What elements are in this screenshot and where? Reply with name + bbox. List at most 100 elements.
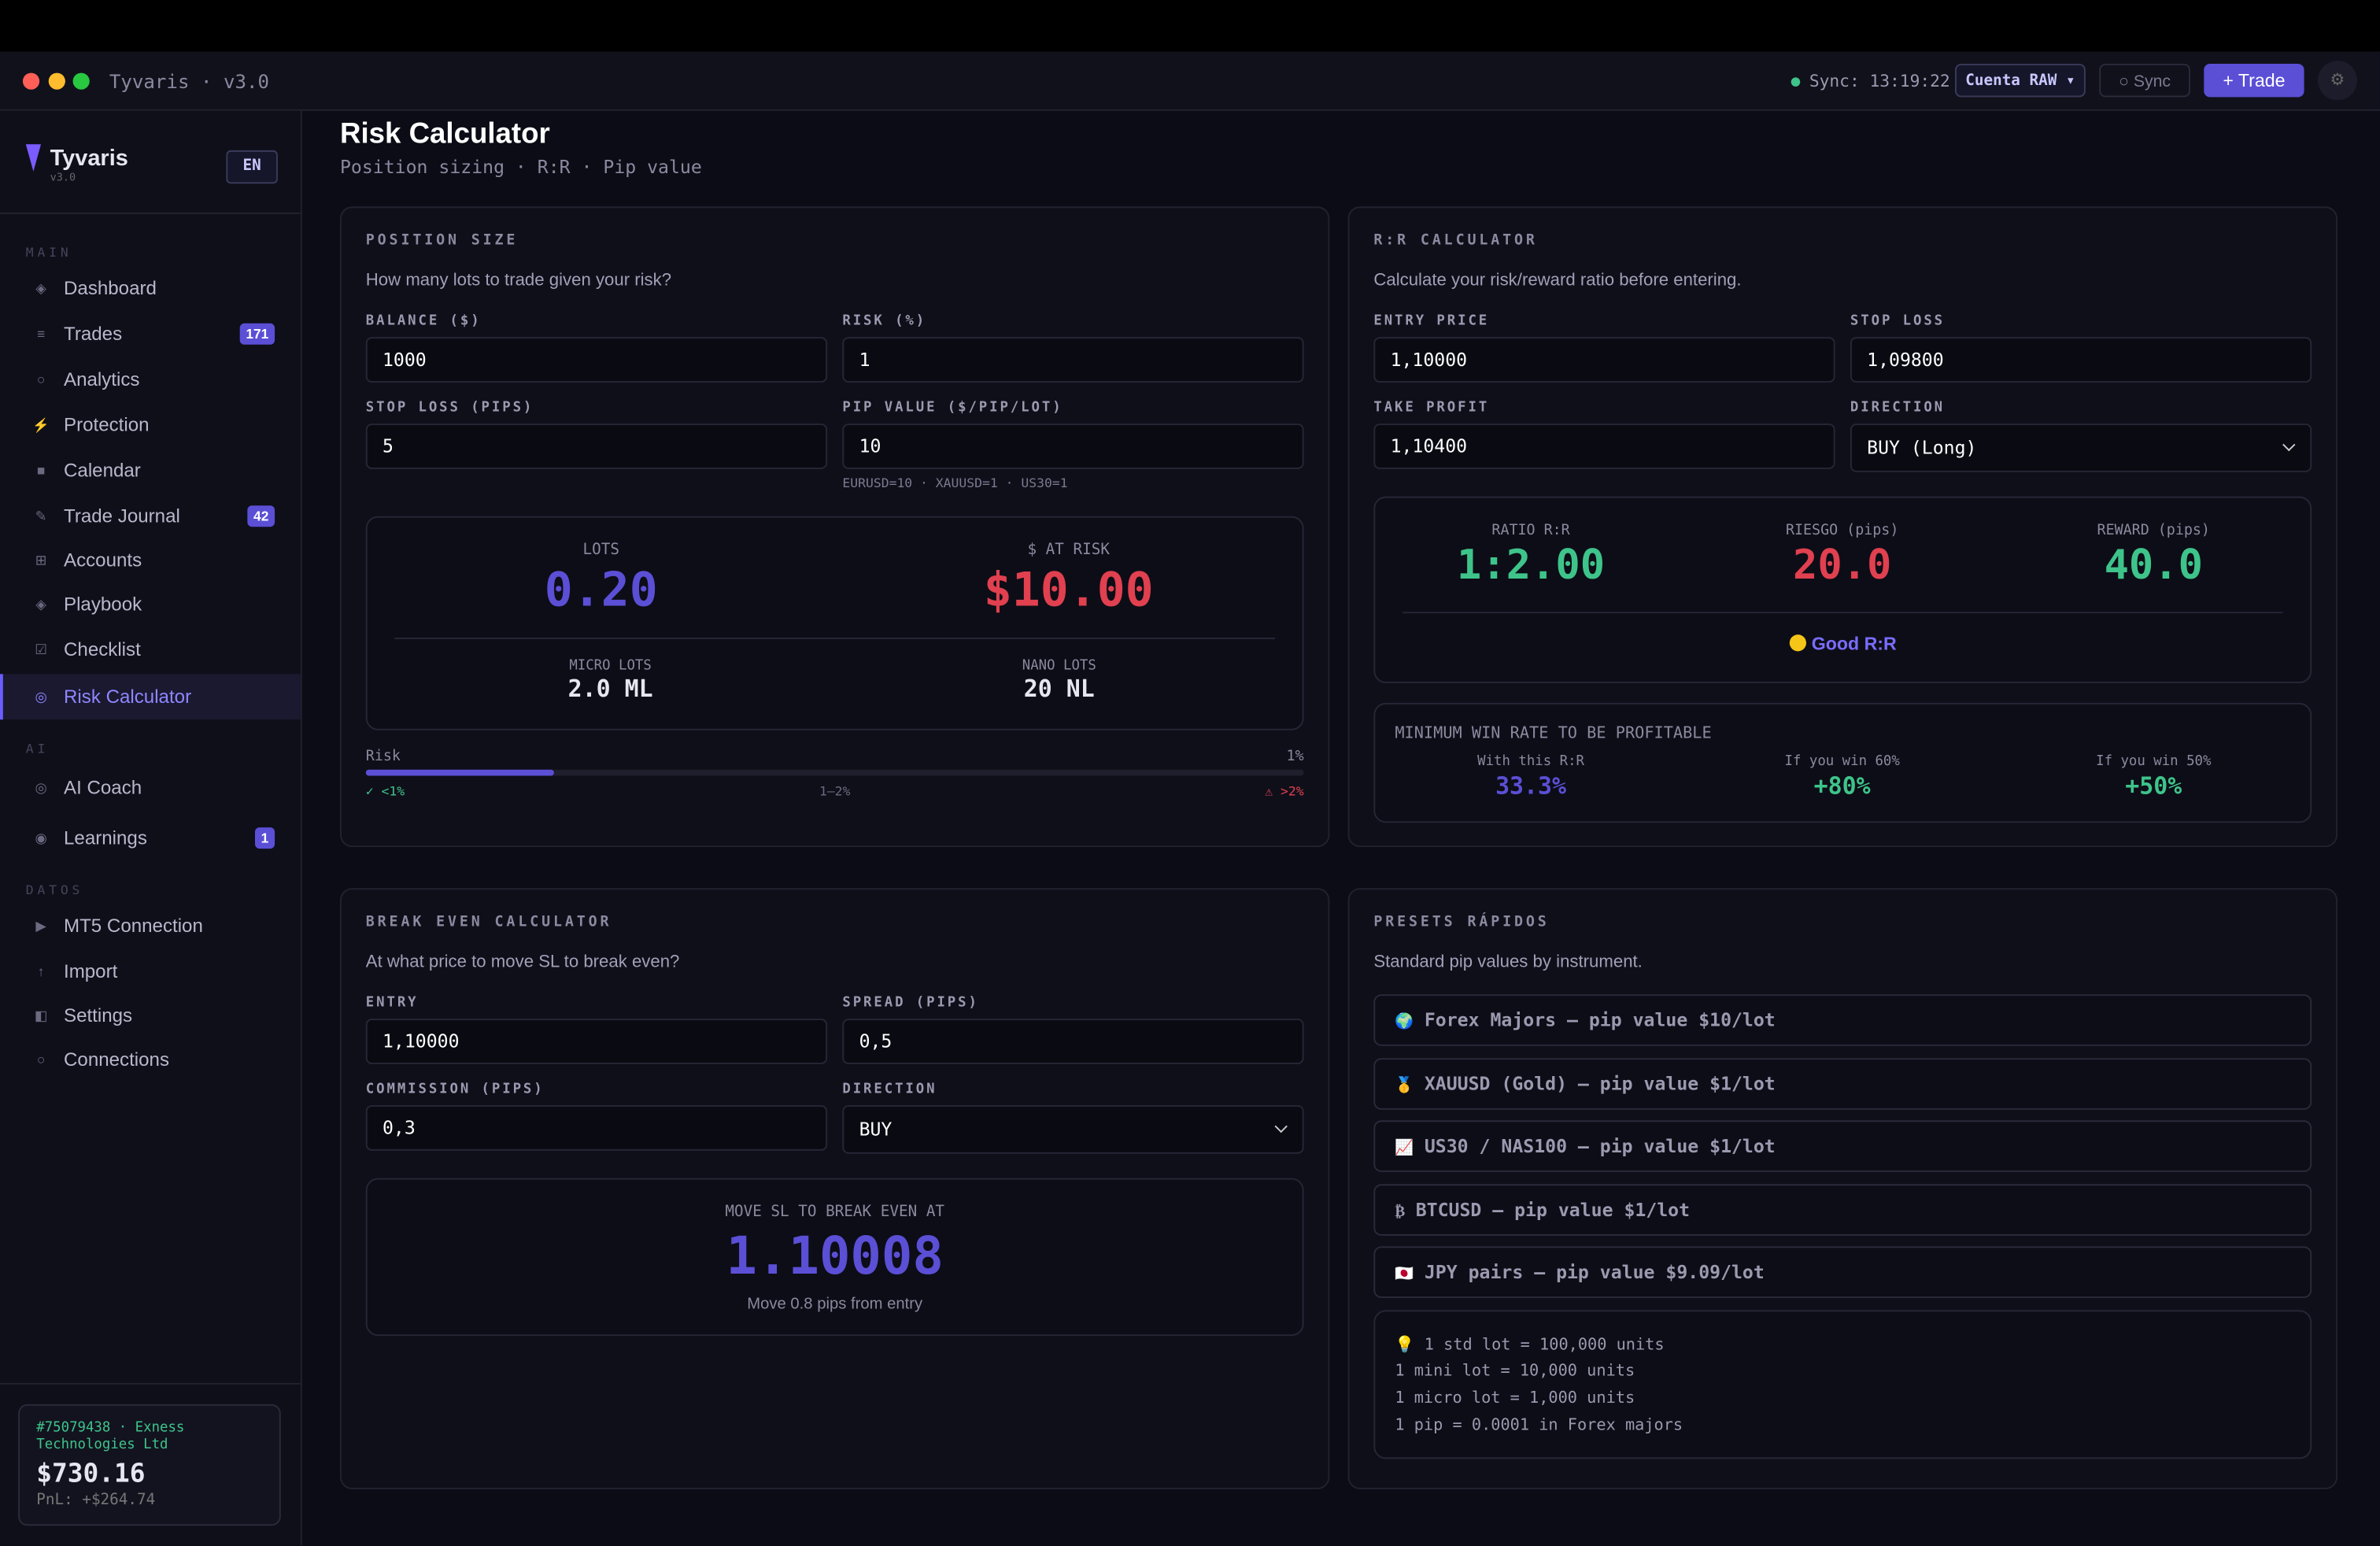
nav-item[interactable]: ◉ Learnings 1 xyxy=(0,816,301,861)
result-note: Move 0.8 pips from entry xyxy=(747,1295,923,1314)
form-grid: ENTRY 1,10000 SPREAD (PIPS) 0,5 COMMISSION (… xyxy=(365,996,1304,1154)
account-button[interactable]: Cuenta RAW ▾ xyxy=(1954,63,2086,98)
sync-button[interactable]: ○ Sync xyxy=(2099,63,2190,98)
preset-icon: 🇯🇵 xyxy=(1395,1266,1414,1283)
result-value: 20 NL xyxy=(1023,675,1095,703)
preset-button[interactable]: 📈 US30 / NAS100 — pip value $1/lot xyxy=(1373,1120,2312,1172)
input[interactable]: 1 xyxy=(842,337,1304,383)
note-line: 1 mini lot = 10,000 units xyxy=(1395,1362,1635,1381)
win-rate-label: If you win 60% xyxy=(1784,754,1900,770)
field: STOP LOSS (PIPS) 5 xyxy=(365,401,828,492)
result-value: 20.0 xyxy=(1792,542,1892,590)
field: COMMISSION (PIPS) 0,3 xyxy=(365,1082,828,1154)
card-description: Calculate your risk/reward ratio before … xyxy=(1373,272,1742,290)
result-value: 2.0 ML xyxy=(567,675,653,703)
preset-label: US30 / NAS100 — pip value $1/lot xyxy=(1424,1135,1776,1157)
window-control[interactable] xyxy=(22,72,40,90)
nav-item[interactable]: ✎ Trade Journal 42 xyxy=(0,494,301,539)
nav-icon: ⚡ xyxy=(32,417,50,433)
input[interactable]: 0,3 xyxy=(365,1104,828,1151)
nav-item[interactable]: ◈ Dashboard xyxy=(0,265,301,311)
input[interactable]: 10 xyxy=(842,423,1304,469)
risk-meter: Risk 1% ✓ <1% 1–2% ⚠ >2% xyxy=(365,749,1304,809)
card: PRESETS RÁPIDOS Standard pip values by in… xyxy=(1347,888,2338,1489)
field-label: DIRECTION xyxy=(1850,401,1946,416)
preset-button[interactable]: 🇯🇵 JPY pairs — pip value $9.09/lot xyxy=(1373,1246,2312,1298)
field: TAKE PROFIT 1,10400 xyxy=(1373,401,1835,472)
nav-label: Trade Journal xyxy=(63,505,180,527)
nav-label: Dashboard xyxy=(63,277,157,299)
language-button[interactable]: EN xyxy=(226,150,278,184)
nav-icon: ◎ xyxy=(35,689,47,705)
nav-icon: ◎ xyxy=(35,780,47,796)
window-control[interactable] xyxy=(48,72,65,90)
input[interactable]: 1,09800 xyxy=(1850,337,2312,383)
nav-item[interactable]: ■ Calendar xyxy=(0,448,301,494)
preset-label: Forex Majors — pip value $10/lot xyxy=(1424,1009,1776,1031)
nav-item[interactable]: ☑ Checklist xyxy=(0,627,301,672)
nav-icon: ◉ xyxy=(35,830,47,846)
top-bar xyxy=(0,0,2380,52)
risk-track xyxy=(365,769,1304,776)
nav-label: Playbook xyxy=(63,594,142,616)
result-box: MOVE SL TO BREAK EVEN AT 1.10008 Move 0.8 … xyxy=(365,1178,1304,1337)
card-title: R:R CALCULATOR xyxy=(1373,232,1538,250)
result-label: LOTS xyxy=(582,542,619,559)
nav-item[interactable]: ◈ Playbook xyxy=(0,582,301,627)
nav-label: MT5 Connection xyxy=(63,915,203,937)
nav-label: Connections xyxy=(63,1049,170,1071)
nav-icon: ◈ xyxy=(35,596,46,612)
field-label: DIRECTION xyxy=(842,1082,937,1098)
field-label: ENTRY xyxy=(365,996,419,1012)
input[interactable]: 1,10000 xyxy=(365,1019,828,1064)
risk-scale: ✓ <1% xyxy=(365,785,405,801)
preset-button[interactable]: 🌍 Forex Majors — pip value $10/lot xyxy=(1373,994,2312,1046)
nav-item[interactable]: ⚡ Protection xyxy=(0,402,301,448)
nav-item[interactable]: ○ Analytics xyxy=(0,357,301,402)
risk-scale: ⚠ >2% xyxy=(1265,785,1304,801)
nav-label: Import xyxy=(63,960,118,982)
input[interactable]: 1,10400 xyxy=(1373,423,1835,469)
result-label: MICRO LOTS xyxy=(569,658,652,675)
risk-fill xyxy=(365,769,554,776)
nav-item[interactable]: ○ Connections xyxy=(0,1037,301,1082)
input[interactable]: 1000 xyxy=(365,337,828,383)
result-label: $ AT RISK xyxy=(1027,542,1110,559)
settings-button[interactable]: ⚙ xyxy=(2317,61,2358,101)
nav-label: Analytics xyxy=(63,368,140,390)
nav-item[interactable]: ◎ Risk Calculator xyxy=(0,674,301,720)
field-label: STOP LOSS xyxy=(1850,314,1946,330)
nav-item[interactable]: ▶ MT5 Connection xyxy=(0,903,301,949)
field-hint: EURUSD=10 · XAUUSD=1 · US30=1 xyxy=(842,476,1068,492)
preset-button[interactable]: ₿ BTCUSD — pip value $1/lot xyxy=(1373,1183,2312,1235)
trade-button[interactable]: + Trade xyxy=(2204,63,2304,98)
nav-label: Checklist xyxy=(63,638,141,660)
nav-badge: 1 xyxy=(254,827,275,849)
preset-icon: 📈 xyxy=(1395,1140,1414,1157)
nav-item[interactable]: ≡ Trades 171 xyxy=(0,311,301,357)
win-rate-value: 33.3% xyxy=(1495,772,1567,801)
result-value: 40.0 xyxy=(2104,542,2203,590)
account-id: #75079438 · Exness Technologies Ltd xyxy=(36,1421,185,1453)
nav-icon: ☑ xyxy=(35,642,47,658)
input[interactable]: 1,10000 xyxy=(1373,337,1835,383)
risk-scale: 1–2% xyxy=(819,785,851,801)
nav-item[interactable]: ◧ Settings xyxy=(0,993,301,1038)
verdict-text: Good R:R xyxy=(1811,633,1897,655)
nav-label: Trades xyxy=(63,323,123,345)
field: ENTRY PRICE 1,10000 xyxy=(1373,314,1835,383)
win-rate-label: With this R:R xyxy=(1477,754,1585,770)
input[interactable]: 0,5 xyxy=(842,1019,1304,1064)
field: PIP VALUE ($/PIP/LOT) 10 EURUSD=10 · XAUUS… xyxy=(842,401,1304,492)
input[interactable]: 5 xyxy=(365,423,828,469)
nav-item[interactable]: ↑ Import xyxy=(0,949,301,994)
field: SPREAD (PIPS) 0,5 xyxy=(842,996,1304,1064)
select[interactable]: BUY (Long) xyxy=(1850,423,2312,472)
window-control[interactable] xyxy=(72,72,90,90)
preset-button[interactable]: 🥇 XAUUSD (Gold) — pip value $1/lot xyxy=(1373,1057,2312,1109)
nav-item[interactable]: ⊞ Accounts xyxy=(0,538,301,583)
preset-list: 🌍 Forex Majors — pip value $10/lot 🥇 XAUUSD… xyxy=(1373,994,2312,1298)
nav-item[interactable]: ◎ AI Coach xyxy=(0,765,301,811)
select[interactable]: BUY xyxy=(842,1104,1304,1154)
account-pnl: PnL: +$264.74 xyxy=(36,1492,156,1509)
